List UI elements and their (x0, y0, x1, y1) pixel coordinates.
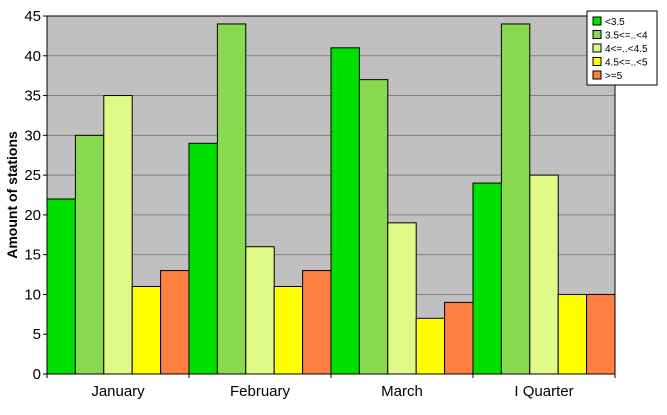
bar-2-1 (358, 79, 389, 375)
legend-label-0: <3.5 (605, 17, 625, 28)
bar-1-4 (302, 270, 332, 375)
x-category-label-2: March (381, 383, 423, 400)
x-category-label-1: February (230, 383, 291, 400)
bar-1-3 (273, 285, 304, 375)
legend-swatch-0 (592, 16, 602, 26)
y-tick-label-5: 5 (33, 326, 41, 343)
y-tick-label-25: 25 (24, 167, 41, 184)
bars (46, 23, 616, 375)
x-category-label-3: I Quarter (514, 383, 573, 400)
y-tick-label-15: 15 (24, 247, 41, 264)
bar-1-2 (245, 246, 275, 375)
legend: <3.5 3.5<=..<4 4<=..<4.5 4.5<=..<5 >=5 (586, 10, 658, 86)
y-tick-label-35: 35 (24, 88, 41, 105)
bar-3-3 (557, 293, 588, 375)
legend-swatch-4 (592, 70, 602, 80)
legend-swatch-2 (592, 43, 602, 53)
y-tick-label-10: 10 (24, 286, 41, 303)
bar-0-2 (103, 95, 133, 375)
bar-2-0 (330, 47, 360, 375)
legend-label-4: >=5 (605, 71, 623, 82)
bar-3-1 (500, 23, 531, 375)
bar-0-0 (46, 198, 76, 375)
x-category-labels: January February March I Quarter (46, 374, 616, 400)
bar-2-3 (415, 317, 446, 375)
y-tick-label-40: 40 (24, 48, 41, 65)
y-tick-label-20: 20 (24, 207, 41, 224)
bar-3-2 (529, 174, 559, 375)
y-axis-title: Amount of stations (4, 131, 20, 259)
y-tick-label-0: 0 (33, 366, 41, 383)
y-tick-label-45: 45 (24, 8, 41, 25)
bar-2-2 (387, 222, 417, 375)
bar-0-3 (131, 285, 162, 375)
bar-1-1 (216, 23, 247, 375)
y-tick-label-30: 30 (24, 127, 41, 144)
legend-label-3: 4.5<=..<5 (605, 58, 648, 69)
bar-0-4 (160, 270, 190, 375)
x-category-label-0: January (91, 383, 145, 400)
y-tick-labels: 0 5 10 15 20 25 30 35 40 45 (24, 8, 47, 383)
legend-label-1: 3.5<=..<4 (605, 31, 648, 42)
bar-3-4 (586, 293, 616, 375)
legend-label-2: 4<=..<4.5 (605, 44, 648, 55)
bar-1-0 (188, 142, 218, 375)
bar-0-1 (74, 134, 105, 375)
legend-swatch-1 (592, 30, 602, 39)
legend-swatch-3 (592, 57, 602, 66)
bar-2-4 (444, 301, 474, 375)
bar-3-0 (472, 182, 502, 375)
